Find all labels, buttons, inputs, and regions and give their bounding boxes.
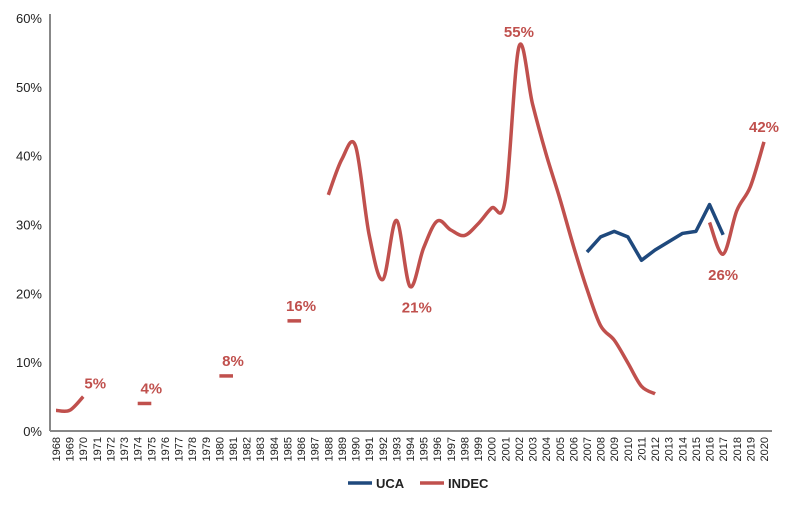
x-tick-label: 1996 xyxy=(432,437,444,461)
x-tick-label: 1987 xyxy=(310,437,322,461)
series-lines xyxy=(55,42,766,414)
x-tick-label: 1976 xyxy=(160,437,172,461)
x-tick-label: 1985 xyxy=(282,437,294,461)
x-tick-label: 2006 xyxy=(568,437,580,461)
series-line-indec xyxy=(326,42,656,396)
x-tick-label: 1991 xyxy=(364,437,376,461)
x-tick-label: 2017 xyxy=(718,437,730,461)
x-tick-label: 1983 xyxy=(255,437,267,461)
y-tick-label: 40% xyxy=(16,149,42,164)
x-tick-label: 1989 xyxy=(337,437,349,461)
x-tick-label: 2008 xyxy=(596,437,608,461)
x-tick-label: 2007 xyxy=(582,437,594,461)
y-tick-label: 0% xyxy=(23,424,42,439)
x-tick-label: 1974 xyxy=(133,437,145,461)
x-tick-label: 1988 xyxy=(323,437,335,461)
x-tick-label: 1984 xyxy=(269,437,281,461)
data-label: 8% xyxy=(222,353,244,370)
x-tick-label: 1980 xyxy=(214,437,226,461)
y-axis: 0% 10% 20% 30% 40% 50% 60% xyxy=(16,11,51,439)
x-tick-label: 1977 xyxy=(174,437,186,461)
data-label: 26% xyxy=(708,267,738,284)
x-tick-label: 2018 xyxy=(732,437,744,461)
x-tick-label: 2012 xyxy=(650,437,662,461)
x-tick-label: 1998 xyxy=(459,437,471,461)
x-tick-label: 1968 xyxy=(51,437,63,461)
y-tick-label: 60% xyxy=(16,11,42,26)
x-tick-label: 2001 xyxy=(500,437,512,461)
y-tick-label: 20% xyxy=(16,286,42,301)
x-tick-label: 2020 xyxy=(759,437,771,461)
x-tick-label: 1981 xyxy=(228,437,240,461)
x-tick-label: 1969 xyxy=(65,437,77,461)
x-tick-label: 2019 xyxy=(745,437,757,461)
x-tick-label: 1993 xyxy=(391,437,403,461)
x-tick-label: 2000 xyxy=(487,437,499,461)
x-tick-label: 1986 xyxy=(296,437,308,461)
x-tick-label: 2011 xyxy=(636,437,648,461)
data-label: 16% xyxy=(286,298,316,315)
x-tick-label: 2013 xyxy=(664,437,676,461)
x-tick-label: 1982 xyxy=(242,437,254,461)
data-label: 5% xyxy=(84,376,106,393)
legend-label-uca: UCA xyxy=(376,476,405,491)
x-tick-label: 2005 xyxy=(555,437,567,461)
x-tick-label: 1970 xyxy=(78,437,90,461)
series-line-uca xyxy=(585,202,725,263)
x-tick-label: 2003 xyxy=(528,437,540,461)
x-tick-label: 2004 xyxy=(541,437,553,461)
x-tick-label: 1978 xyxy=(187,437,199,461)
x-tick-label: 2010 xyxy=(623,437,635,461)
data-label: 21% xyxy=(402,299,432,316)
series-line-indec xyxy=(55,395,85,414)
data-label: 4% xyxy=(140,380,162,397)
x-axis: 1968 1969 1970 1971 1972 1973 1974 1975 1976 1977… xyxy=(50,430,772,461)
data-labels: 5% 4% 8% 16% 21% 55% 26% 42% xyxy=(84,24,779,398)
x-tick-label: 1994 xyxy=(405,437,417,461)
x-tick-label: 1992 xyxy=(378,437,390,461)
x-tick-label: 2009 xyxy=(609,437,621,461)
y-tick-label: 10% xyxy=(16,355,42,370)
x-tick-label: 1997 xyxy=(446,437,458,461)
x-tick-label: 1999 xyxy=(473,437,485,461)
x-tick-label: 1990 xyxy=(351,437,363,461)
x-tick-label: 2015 xyxy=(691,437,703,461)
y-tick-label: 50% xyxy=(16,80,42,95)
x-tick-label: 2014 xyxy=(677,437,689,461)
x-tick-label: 1979 xyxy=(201,437,213,461)
y-tick-label: 30% xyxy=(16,218,42,233)
x-tick-label: 1995 xyxy=(419,437,431,461)
legend: UCA INDEC xyxy=(348,476,489,491)
legend-label-indec: INDEC xyxy=(448,476,489,491)
x-tick-label: 2002 xyxy=(514,437,526,461)
data-label: 55% xyxy=(504,24,534,41)
x-tick-label: 1973 xyxy=(119,437,131,461)
x-tick-label: 1975 xyxy=(146,437,158,461)
x-tick-label: 2016 xyxy=(705,437,717,461)
series-line-indec xyxy=(707,141,766,256)
x-tick-label: 1972 xyxy=(105,437,117,461)
x-tick-label: 1971 xyxy=(92,437,104,461)
data-label: 42% xyxy=(749,119,779,136)
